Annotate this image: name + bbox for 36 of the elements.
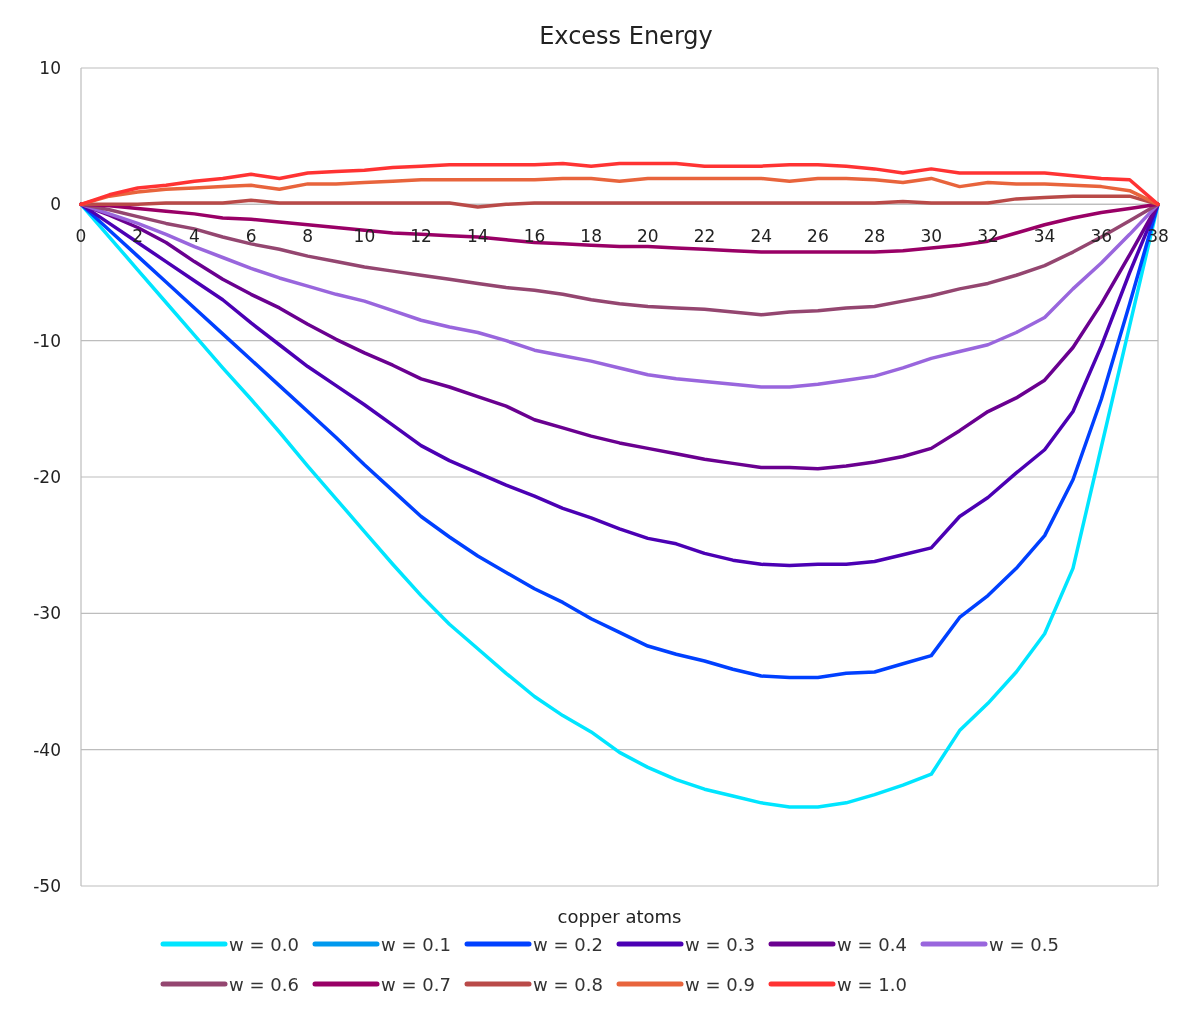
legend-label: w = 0.1 <box>381 934 451 955</box>
y-tick-label: -40 <box>33 739 61 760</box>
x-tick-label: 28 <box>863 226 886 247</box>
x-tick-label: 26 <box>807 226 829 247</box>
x-axis-title: copper atoms <box>557 906 682 927</box>
y-tick-label: -30 <box>33 603 61 624</box>
x-tick-label: 22 <box>693 226 716 247</box>
x-tick-label: 30 <box>920 226 943 247</box>
legend-label: w = 0.8 <box>533 974 603 995</box>
x-tick-label: 2 <box>132 226 144 247</box>
legend-label: w = 0.7 <box>381 974 451 995</box>
x-tick-label: 16 <box>523 226 546 247</box>
y-tick-label: 10 <box>39 58 61 78</box>
x-tick-label: 0 <box>75 226 87 247</box>
x-tick-label: 8 <box>302 226 314 247</box>
x-tick-label: 6 <box>245 226 257 247</box>
x-tick-label: 10 <box>353 226 376 247</box>
legend-label: w = 0.2 <box>533 934 603 955</box>
line-series <box>79 161 1160 207</box>
y-tick-label: 0 <box>50 194 61 215</box>
x-tick-label: 4 <box>188 226 200 247</box>
y-tick-label: -10 <box>33 330 61 351</box>
legend-label: w = 0.9 <box>685 974 755 995</box>
legend-label: w = 0.5 <box>989 934 1059 955</box>
x-tick-label: 24 <box>750 226 773 247</box>
legend-label: w = 1.0 <box>837 974 907 995</box>
x-tick-label: 34 <box>1033 226 1056 247</box>
legend-label: w = 0.0 <box>229 934 299 955</box>
legend-label: w = 0.4 <box>837 934 907 955</box>
y-tick-label: -20 <box>33 467 61 487</box>
chart-title: Excess Energy <box>539 22 713 50</box>
legend-label: w = 0.6 <box>229 974 299 995</box>
y-tick-label: -50 <box>33 876 61 896</box>
legend-label: w = 0.3 <box>685 934 755 955</box>
x-tick-label: 20 <box>637 226 659 247</box>
x-tick-label: 18 <box>580 226 602 247</box>
